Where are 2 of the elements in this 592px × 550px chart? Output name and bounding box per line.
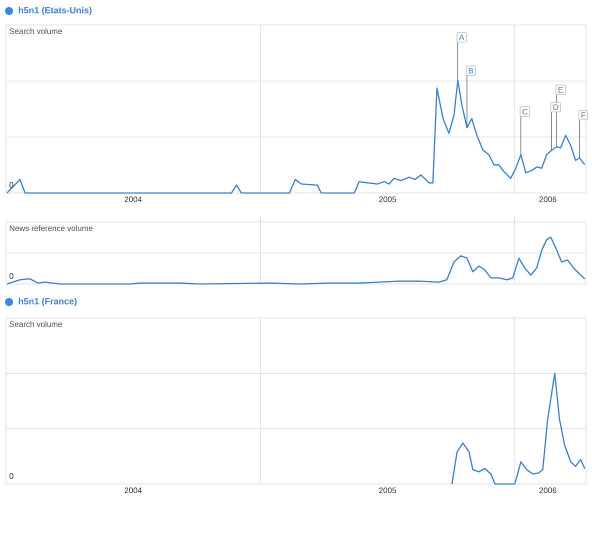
chart-title: h5n1 (Etats-Unis) bbox=[18, 6, 92, 16]
chart-title: h5n1 (France) bbox=[18, 298, 77, 306]
